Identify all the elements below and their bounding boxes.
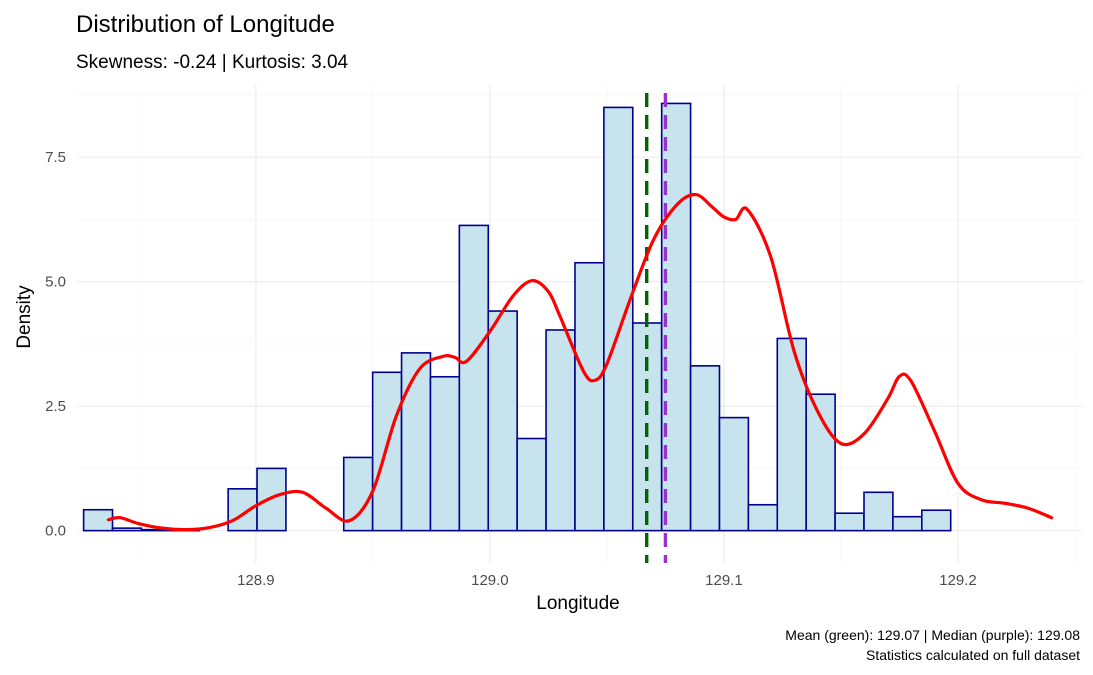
chart-subtitle: Skewness: -0.24 | Kurtosis: 3.04 [76, 52, 349, 73]
histogram-bar [111, 527, 143, 532]
caption-mean-median: Mean (green): 129.07 | Median (purple): … [785, 627, 1080, 643]
histogram-bar [82, 508, 114, 532]
y-tick-label: 2.5 [45, 398, 66, 415]
density-curve-layer [106, 192, 1054, 532]
x-tick-label: 128.9 [237, 572, 275, 589]
histogram-bar [545, 329, 576, 532]
y-axis-ticks: 0.0 2.5 5.0 7.5 [45, 149, 66, 539]
x-axis-ticks: 128.9 129.0 129.1 129.2 [237, 572, 977, 589]
histogram-bar [256, 467, 287, 532]
histogram-bar [718, 416, 750, 532]
histogram-bar [689, 365, 721, 532]
histogram-bar [574, 261, 605, 532]
histogram-bar [342, 456, 374, 532]
y-tick-label: 5.0 [45, 274, 66, 291]
histogram-bar [458, 224, 490, 532]
density-curve [106, 192, 1054, 532]
x-tick-label: 129.0 [471, 572, 509, 589]
x-tick-label: 129.1 [705, 572, 743, 589]
y-tick-label: 0.0 [45, 523, 66, 540]
histogram-bar [516, 437, 547, 532]
caption-statistics-note: Statistics calculated on full dataset [866, 647, 1080, 663]
x-tick-label: 129.2 [939, 572, 977, 589]
histogram-bar [863, 491, 894, 532]
histogram-bar [603, 106, 634, 532]
histogram-bar [227, 488, 258, 532]
histogram-bar [892, 515, 923, 532]
y-tick-label: 7.5 [45, 149, 66, 166]
histogram-bars [82, 102, 952, 532]
histogram-bar [487, 310, 518, 532]
histogram-bar [429, 375, 461, 532]
chart-title: Distribution of Longitude [76, 11, 335, 38]
histogram-bar [921, 509, 952, 532]
histogram-bar [400, 352, 432, 532]
histogram-bar [834, 512, 865, 532]
histogram-bar [776, 337, 807, 532]
x-axis-title: Longitude [536, 593, 619, 614]
y-axis-title: Density [14, 285, 35, 349]
histogram-bar [747, 503, 779, 532]
reference-lines [644, 93, 668, 563]
